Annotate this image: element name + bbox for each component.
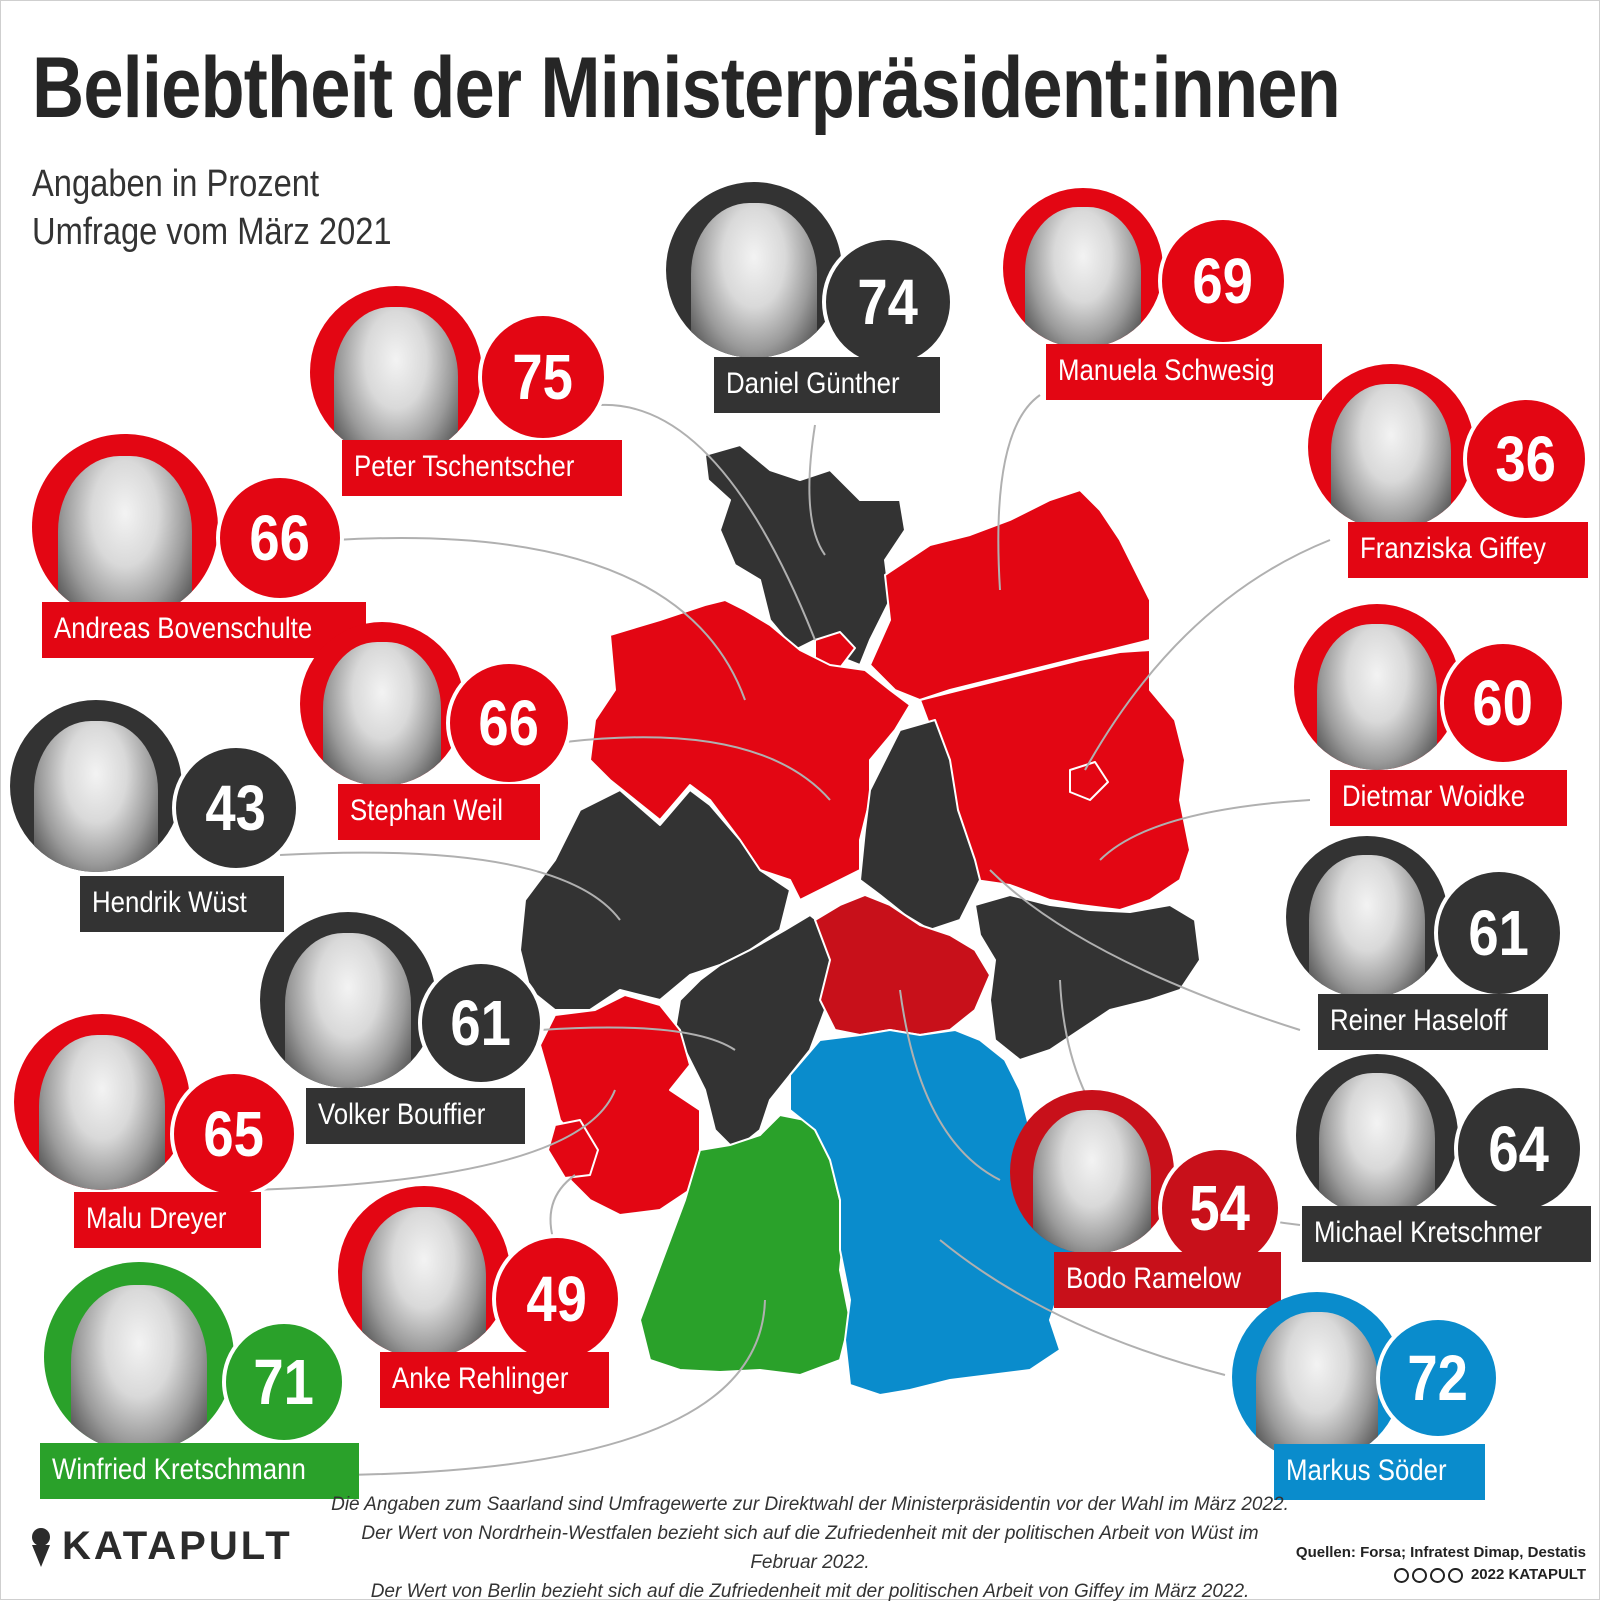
footnotes: Die Angaben zum Saarland sind Umfragewer… [330,1490,1290,1606]
sources: Quellen: Forsa; Infratest Dimap, Destati… [1296,1542,1586,1586]
portrait-soeder [1232,1292,1402,1462]
name-label-guenther: Daniel Günther [714,357,940,413]
state-schleswig-holstein [704,444,906,666]
state-baden-wuerttemberg [639,1114,851,1376]
value-badge-soeder: 72 [1376,1316,1500,1440]
footnote-1: Die Angaben zum Saarland sind Umfragewer… [331,1494,1289,1515]
value-badge-woidke: 60 [1440,640,1566,766]
value-badge-dreyer: 65 [170,1070,298,1198]
name-label-woidke: Dietmar Woidke [1330,770,1567,826]
value-badge-schwesig: 69 [1158,216,1288,346]
portrait-wuest [10,700,182,872]
name-label-rehlinger: Anke Rehlinger [380,1352,610,1408]
state-saarland [547,1119,599,1179]
copyright-text: 2022 KATAPULT [1470,1566,1586,1583]
portrait-bouffier [260,912,436,1088]
name-label-haseloff: Reiner Haseloff [1318,994,1549,1050]
sources-text: Quellen: Forsa; Infratest Dimap, Destati… [1295,1544,1586,1561]
value-badge-haseloff: 61 [1434,868,1564,998]
name-label-wuest: Hendrik Wüst [80,876,285,932]
page-subtitle: Angaben in Prozent Umfrage vom März 2021 [32,160,392,256]
state-niedersachsen [589,599,911,901]
state-mecklenburg-vorpommern [869,489,1151,701]
portrait-kretschmann [44,1262,234,1452]
name-label-weil: Stephan Weil [338,784,540,840]
footnote-3: Der Wert von Berlin bezieht sich auf die… [370,1581,1250,1602]
portrait-kretschmer [1296,1054,1458,1216]
value-badge-ramelow: 54 [1158,1146,1282,1270]
value-badge-giffey: 36 [1463,396,1589,522]
value-badge-bovenschulte: 66 [216,474,344,602]
page-title: Beliebtheit der Ministerpräsident:innen [32,40,1341,136]
value-badge-weil: 66 [446,660,572,786]
state-berlin [1069,761,1109,801]
subtitle-line-1: Angaben in Prozent [32,163,320,205]
portrait-tschentscher [310,286,482,458]
value-badge-kretschmann: 71 [222,1320,346,1444]
portrait-giffey [1308,364,1474,530]
name-label-tschentscher: Peter Tschentscher [342,440,623,496]
name-label-bouffier: Volker Bouffier [306,1088,525,1144]
name-label-kretschmer: Michael Kretschmer [1302,1206,1592,1262]
portrait-schwesig [1003,188,1163,348]
footnote-2: Der Wert von Nordrhein-Westfalen bezieht… [361,1523,1259,1573]
name-label-ramelow: Bodo Ramelow [1054,1252,1282,1308]
katapult-logo-icon [32,1527,50,1567]
name-label-bovenschulte: Andreas Bovenschulte [42,602,367,658]
cc-license-icon [1393,1567,1463,1583]
name-label-giffey: Franziska Giffey [1348,522,1589,578]
name-label-dreyer: Malu Dreyer [74,1192,262,1248]
copyright-line: 2022 KATAPULT [1296,1564,1586,1586]
value-badge-rehlinger: 49 [492,1234,622,1364]
value-badge-guenther: 74 [822,236,954,368]
katapult-logo: KATAPULT [28,1524,293,1569]
state-sachsen [974,894,1201,1061]
portrait-guenther [666,182,842,358]
name-label-soeder: Markus Söder [1274,1444,1485,1500]
name-label-schwesig: Manuela Schwesig [1046,344,1322,400]
name-label-kretschmann: Winfried Kretschmann [40,1443,360,1499]
value-badge-wuest: 43 [172,744,300,872]
portrait-bovenschulte [32,434,218,620]
subtitle-line-2: Umfrage vom März 2021 [32,211,392,253]
value-badge-tschentscher: 75 [478,312,608,442]
value-badge-kretschmer: 64 [1454,1084,1584,1214]
portrait-woidke [1294,604,1460,770]
portrait-ramelow [1010,1090,1174,1254]
state-thueringen [814,894,991,1036]
portrait-dreyer [14,1014,190,1190]
portrait-rehlinger [338,1186,510,1358]
state-bayern [789,1029,1081,1396]
portrait-weil [300,622,464,786]
portrait-haseloff [1286,836,1448,998]
logo-text: KATAPULT [62,1524,293,1568]
value-badge-bouffier: 61 [418,960,544,1086]
